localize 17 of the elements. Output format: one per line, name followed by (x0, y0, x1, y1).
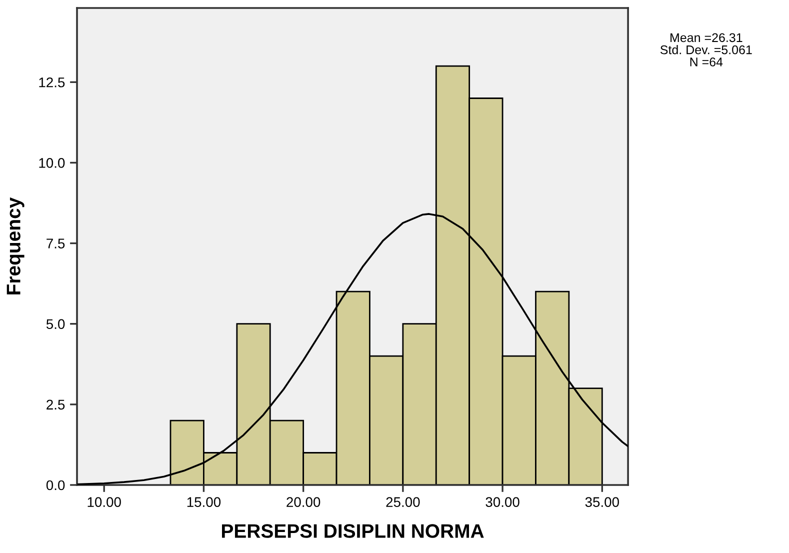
y-tick-label: 12.5 (39, 77, 65, 88)
x-tick-label: 20.00 (286, 497, 320, 507)
x-tick-label: 35.00 (585, 497, 619, 507)
x-tick-label: 25.00 (386, 497, 420, 507)
x-axis-title: PERSEPSI DISIPLIN NORMA (222, 524, 484, 538)
x-tick-label: 15.00 (187, 497, 221, 507)
x-tick-label: 30.00 (486, 497, 520, 507)
y-tick-label: 5.0 (46, 319, 65, 330)
y-tick-label: 7.5 (46, 238, 65, 248)
y-tick-label: 10.0 (39, 158, 65, 168)
y-tick-label: 2.5 (46, 400, 65, 410)
y-axis-title: Frequency (6, 197, 24, 294)
text: Std. Dev. =5.061 (660, 45, 752, 54)
text: Mean =26.31 (670, 33, 742, 42)
x-tick-label: 10.00 (88, 497, 121, 507)
text: N =64 (690, 58, 723, 66)
y-tick-label: 0.0 (46, 480, 65, 490)
